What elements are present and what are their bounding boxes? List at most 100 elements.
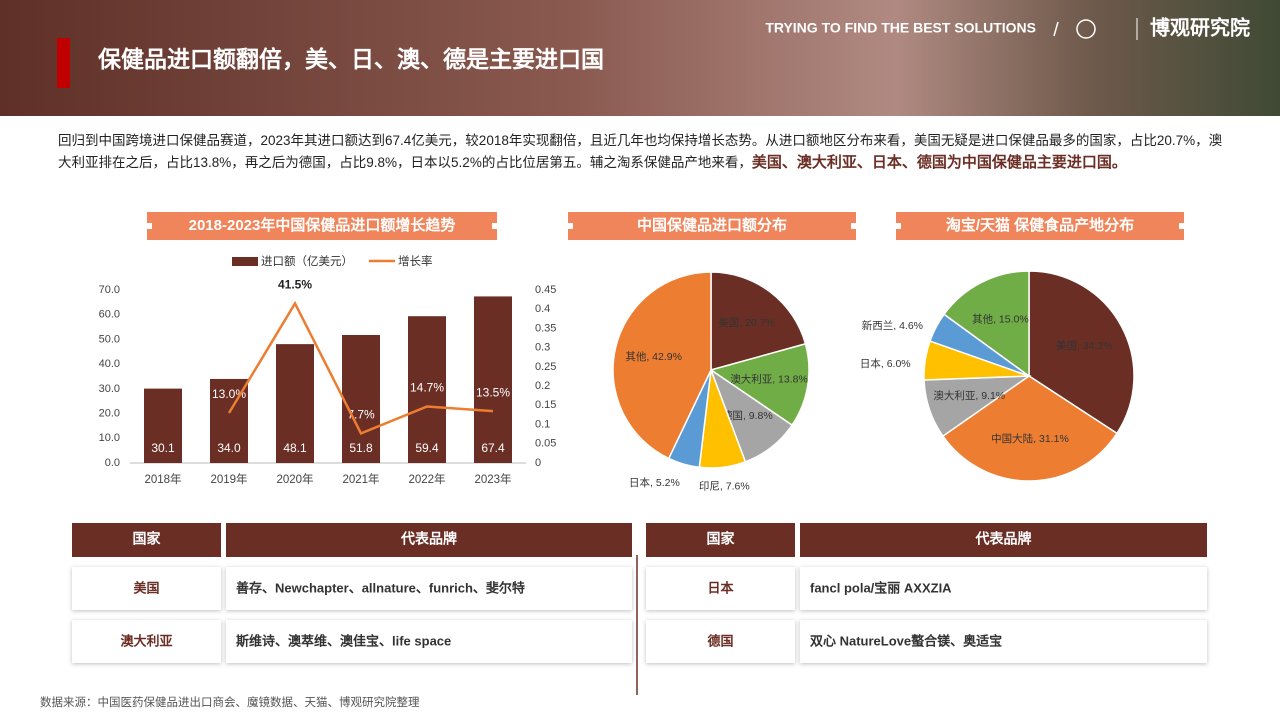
- line: [227, 300, 494, 435]
- y-tick-label: 60.0: [99, 309, 120, 321]
- bar: [276, 344, 314, 463]
- legend-label: 进口额（亿美元）: [261, 254, 353, 268]
- chart-title: 2018-2023年中国保健品进口额增长趋势: [189, 216, 456, 234]
- pie-label: 澳大利亚, 9.1%: [933, 389, 1005, 402]
- pie-label: 澳大利亚, 13.8%: [730, 372, 808, 385]
- y2-tick-label: 0.1: [535, 418, 550, 430]
- brand: 博观研究院: [1150, 15, 1250, 39]
- logo: [1076, 19, 1096, 39]
- x-tick-label: 2021年: [342, 472, 379, 486]
- y-tick-label: 30.0: [99, 383, 120, 395]
- table-header: 国家: [707, 531, 736, 547]
- banner-notch: [147, 223, 152, 229]
- bar-value-label: 30.1: [151, 441, 175, 455]
- pie-slice: [941, 375, 1118, 482]
- table-cell-text: 善存、Newchapter、allnature、funrich、斐尔特: [236, 580, 525, 595]
- table-header-cell: [226, 523, 632, 557]
- legend-label: 增长率: [398, 254, 433, 268]
- line-value-label: 13.5%: [476, 385, 510, 399]
- banner-notch: [568, 223, 573, 229]
- legend-swatch: [232, 257, 258, 266]
- y2-tick-label: 0.4: [535, 303, 550, 315]
- x-tick-label: 2020年: [276, 472, 313, 486]
- table-cell-text: fancl pola/宝丽 AXXZIA: [810, 580, 952, 595]
- y2-tick-label: 0.2: [535, 380, 550, 392]
- bar-value-label: 48.1: [283, 441, 307, 455]
- y2-tick-label: 0.35: [535, 322, 556, 334]
- table-cell: [646, 620, 795, 663]
- chart-title-banner: [568, 212, 856, 240]
- y-tick-label: 50.0: [99, 333, 120, 345]
- table-cell: [800, 620, 1207, 663]
- bar: [408, 316, 446, 463]
- table-cell-text: 日本: [707, 580, 733, 595]
- table-cell: [72, 620, 221, 663]
- pie-label: 其他, 42.9%: [625, 350, 682, 363]
- banner-notch: [1179, 223, 1184, 229]
- pie-slice: [710, 271, 807, 371]
- table-header-cell: [72, 523, 221, 557]
- y2-tick-label: 0: [535, 457, 541, 469]
- intro-text: 回归到中国跨境进口保健品赛道，2023年其进口额达到67.4亿美元，较2018年…: [58, 133, 1223, 170]
- x-tick-label: 2023年: [474, 472, 511, 486]
- intro: 回归到中国跨境进口保健品赛道，2023年其进口额达到67.4亿美元，较2018年…: [58, 130, 1223, 174]
- x-tick-label: 2019年: [210, 472, 247, 486]
- bar-value-label: 34.0: [217, 441, 241, 455]
- bar-value-label: 67.4: [481, 441, 505, 455]
- chart-title: 中国保健品进口额分布: [637, 216, 787, 234]
- bar: [144, 388, 182, 463]
- pie-label: 德国, 9.8%: [722, 409, 773, 422]
- table-header: 国家: [133, 531, 162, 547]
- x-tick-label: 2018年: [144, 472, 181, 486]
- table-cell-text: 双心 NatureLove螯合镁、奥适宝: [810, 633, 1002, 648]
- pie-slice: [612, 271, 712, 460]
- line-value-label: 41.5%: [278, 278, 312, 292]
- pie-label: 其他, 15.0%: [972, 313, 1029, 326]
- table-cell-text: 德国: [707, 633, 733, 648]
- pie-label: 日本, 6.0%: [860, 357, 911, 370]
- pie-label: 中国大陆, 31.1%: [991, 432, 1069, 445]
- y-tick-label: 10.0: [99, 432, 120, 444]
- tagline: TRYING TO FIND THE BEST SOLUTIONS: [765, 20, 1036, 36]
- pie-slice: [709, 342, 810, 427]
- x-tick-label: 2022年: [408, 472, 445, 486]
- line-value-label: 14.7%: [410, 381, 444, 395]
- y-tick-label: 20.0: [99, 407, 120, 419]
- table-cell: [646, 567, 795, 610]
- source: 数据来源：中国医药保健品进出口商会、魔镜数据、天猫、博观研究院整理: [40, 695, 420, 709]
- banner-notch: [851, 223, 856, 229]
- y2-tick-label: 0.05: [535, 438, 556, 450]
- table-cell-text: 美国: [133, 580, 159, 595]
- banner-notch: [492, 223, 497, 229]
- chart-title-banner: [147, 212, 497, 240]
- y-tick-label: 40.0: [99, 358, 120, 370]
- y2-tick-label: 0.15: [535, 399, 556, 411]
- bar: [342, 334, 380, 463]
- table-header-cell: [800, 523, 1207, 557]
- pie-label: 美国, 20.7%: [718, 316, 775, 329]
- table-header: 代表品牌: [400, 531, 457, 547]
- table-cell: [800, 567, 1207, 610]
- chart-title-banner: [896, 212, 1184, 240]
- table-header: 代表品牌: [975, 531, 1032, 547]
- pie-label: 印尼, 7.6%: [699, 481, 750, 493]
- pie-label: 新西兰, 4.6%: [862, 319, 923, 332]
- y2-tick-label: 0.25: [535, 361, 556, 373]
- pie-label: 美国, 34.2%: [1056, 339, 1113, 352]
- slide-title: 保健品进口额翻倍，美、日、澳、德是主要进口国: [97, 46, 604, 72]
- separator: [1053, 21, 1059, 37]
- pie-slice: [943, 270, 1030, 378]
- bar: [474, 296, 512, 463]
- y-tick-label: 70.0: [99, 284, 120, 296]
- title-accent: [57, 38, 70, 88]
- table-cell: [226, 567, 632, 610]
- y2-tick-label: 0.45: [535, 284, 556, 296]
- y-tick-label: 0.0: [105, 457, 120, 469]
- chart-title: 淘宝/天猫 保健食品产地分布: [945, 216, 1134, 234]
- table-header-cell: [646, 523, 795, 557]
- intro-highlight: 美国、澳大利亚、日本、德国为中国保健品主要进口国。: [751, 154, 1127, 171]
- table-cell: [226, 620, 632, 663]
- bar-value-label: 59.4: [415, 441, 439, 455]
